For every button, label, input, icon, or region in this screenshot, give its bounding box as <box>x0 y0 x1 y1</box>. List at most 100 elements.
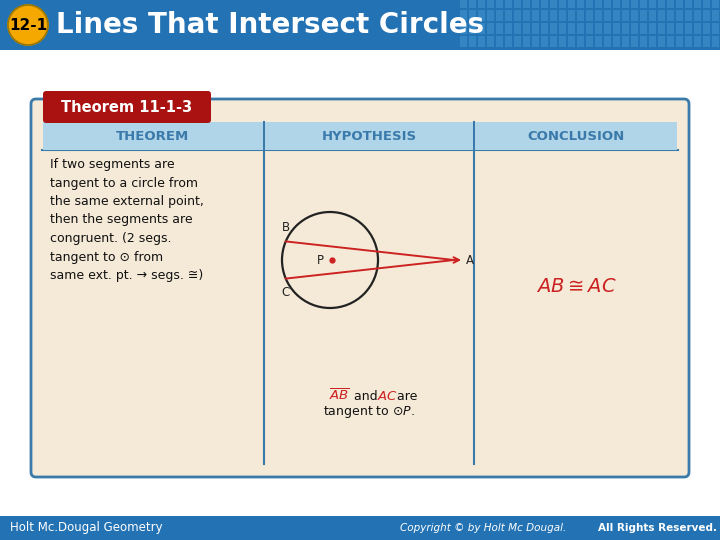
Text: HYPOTHESIS: HYPOTHESIS <box>321 130 417 143</box>
FancyBboxPatch shape <box>559 36 566 47</box>
FancyBboxPatch shape <box>496 10 503 21</box>
Text: THEOREM: THEOREM <box>117 130 189 143</box>
FancyBboxPatch shape <box>505 23 512 34</box>
FancyBboxPatch shape <box>577 0 584 8</box>
FancyBboxPatch shape <box>478 0 485 8</box>
Text: $\mathit{AB} \cong \mathit{AC}$: $\mathit{AB} \cong \mathit{AC}$ <box>536 278 616 296</box>
FancyBboxPatch shape <box>649 23 656 34</box>
FancyBboxPatch shape <box>640 0 647 8</box>
FancyBboxPatch shape <box>649 10 656 21</box>
FancyBboxPatch shape <box>586 10 593 21</box>
Text: B: B <box>282 221 290 234</box>
FancyBboxPatch shape <box>559 0 566 8</box>
FancyBboxPatch shape <box>649 36 656 47</box>
FancyBboxPatch shape <box>559 23 566 34</box>
FancyBboxPatch shape <box>712 10 719 21</box>
FancyBboxPatch shape <box>703 36 710 47</box>
FancyBboxPatch shape <box>43 122 263 150</box>
FancyBboxPatch shape <box>478 10 485 21</box>
Text: Theorem 11-1-3: Theorem 11-1-3 <box>61 99 192 114</box>
FancyBboxPatch shape <box>685 36 692 47</box>
FancyBboxPatch shape <box>265 122 473 150</box>
FancyBboxPatch shape <box>649 0 656 8</box>
Text: Holt Mc.Dougal Geometry: Holt Mc.Dougal Geometry <box>10 522 163 535</box>
FancyBboxPatch shape <box>523 10 530 21</box>
FancyBboxPatch shape <box>43 91 211 123</box>
FancyBboxPatch shape <box>694 23 701 34</box>
FancyBboxPatch shape <box>523 36 530 47</box>
FancyBboxPatch shape <box>595 36 602 47</box>
FancyBboxPatch shape <box>595 0 602 8</box>
FancyBboxPatch shape <box>577 36 584 47</box>
FancyBboxPatch shape <box>532 23 539 34</box>
FancyBboxPatch shape <box>631 0 638 8</box>
FancyBboxPatch shape <box>631 36 638 47</box>
Text: P: P <box>317 253 324 267</box>
FancyBboxPatch shape <box>460 23 467 34</box>
FancyBboxPatch shape <box>487 23 494 34</box>
Text: If two segments are
tangent to a circle from
the same external point,
then the s: If two segments are tangent to a circle … <box>50 158 204 282</box>
Text: and: and <box>350 389 382 402</box>
FancyBboxPatch shape <box>613 0 620 8</box>
Text: Copyright © by Holt Mc Dougal.: Copyright © by Holt Mc Dougal. <box>400 523 570 533</box>
FancyBboxPatch shape <box>568 36 575 47</box>
FancyBboxPatch shape <box>469 0 476 8</box>
FancyBboxPatch shape <box>469 36 476 47</box>
FancyBboxPatch shape <box>550 0 557 8</box>
FancyBboxPatch shape <box>550 36 557 47</box>
FancyBboxPatch shape <box>550 10 557 21</box>
FancyBboxPatch shape <box>523 0 530 8</box>
FancyBboxPatch shape <box>604 10 611 21</box>
FancyBboxPatch shape <box>469 10 476 21</box>
FancyBboxPatch shape <box>622 23 629 34</box>
FancyBboxPatch shape <box>532 36 539 47</box>
FancyBboxPatch shape <box>31 99 689 477</box>
FancyBboxPatch shape <box>487 36 494 47</box>
FancyBboxPatch shape <box>568 0 575 8</box>
FancyBboxPatch shape <box>694 10 701 21</box>
FancyBboxPatch shape <box>505 36 512 47</box>
FancyBboxPatch shape <box>622 0 629 8</box>
FancyBboxPatch shape <box>595 23 602 34</box>
FancyBboxPatch shape <box>658 0 665 8</box>
FancyBboxPatch shape <box>586 23 593 34</box>
FancyBboxPatch shape <box>658 10 665 21</box>
FancyBboxPatch shape <box>541 23 548 34</box>
FancyBboxPatch shape <box>478 36 485 47</box>
FancyBboxPatch shape <box>613 10 620 21</box>
FancyBboxPatch shape <box>622 10 629 21</box>
FancyBboxPatch shape <box>667 36 674 47</box>
FancyBboxPatch shape <box>658 36 665 47</box>
FancyBboxPatch shape <box>604 0 611 8</box>
FancyBboxPatch shape <box>568 23 575 34</box>
FancyBboxPatch shape <box>505 0 512 8</box>
FancyBboxPatch shape <box>613 36 620 47</box>
FancyBboxPatch shape <box>460 0 467 8</box>
FancyBboxPatch shape <box>487 0 494 8</box>
Text: tangent to $\odot\mathit{P}$.: tangent to $\odot\mathit{P}$. <box>323 404 415 420</box>
FancyBboxPatch shape <box>514 10 521 21</box>
FancyBboxPatch shape <box>667 23 674 34</box>
FancyBboxPatch shape <box>541 36 548 47</box>
FancyBboxPatch shape <box>505 10 512 21</box>
FancyBboxPatch shape <box>640 36 647 47</box>
FancyBboxPatch shape <box>514 36 521 47</box>
Text: $\overline{AB}$: $\overline{AB}$ <box>329 388 350 404</box>
FancyBboxPatch shape <box>568 10 575 21</box>
FancyBboxPatch shape <box>640 10 647 21</box>
FancyBboxPatch shape <box>469 23 476 34</box>
FancyBboxPatch shape <box>703 23 710 34</box>
FancyBboxPatch shape <box>685 23 692 34</box>
FancyBboxPatch shape <box>676 0 683 8</box>
FancyBboxPatch shape <box>577 10 584 21</box>
FancyBboxPatch shape <box>712 23 719 34</box>
FancyBboxPatch shape <box>685 10 692 21</box>
FancyBboxPatch shape <box>496 36 503 47</box>
FancyBboxPatch shape <box>577 23 584 34</box>
FancyBboxPatch shape <box>685 0 692 8</box>
FancyBboxPatch shape <box>622 36 629 47</box>
FancyBboxPatch shape <box>703 10 710 21</box>
FancyBboxPatch shape <box>541 10 548 21</box>
FancyBboxPatch shape <box>496 0 503 8</box>
FancyBboxPatch shape <box>460 36 467 47</box>
